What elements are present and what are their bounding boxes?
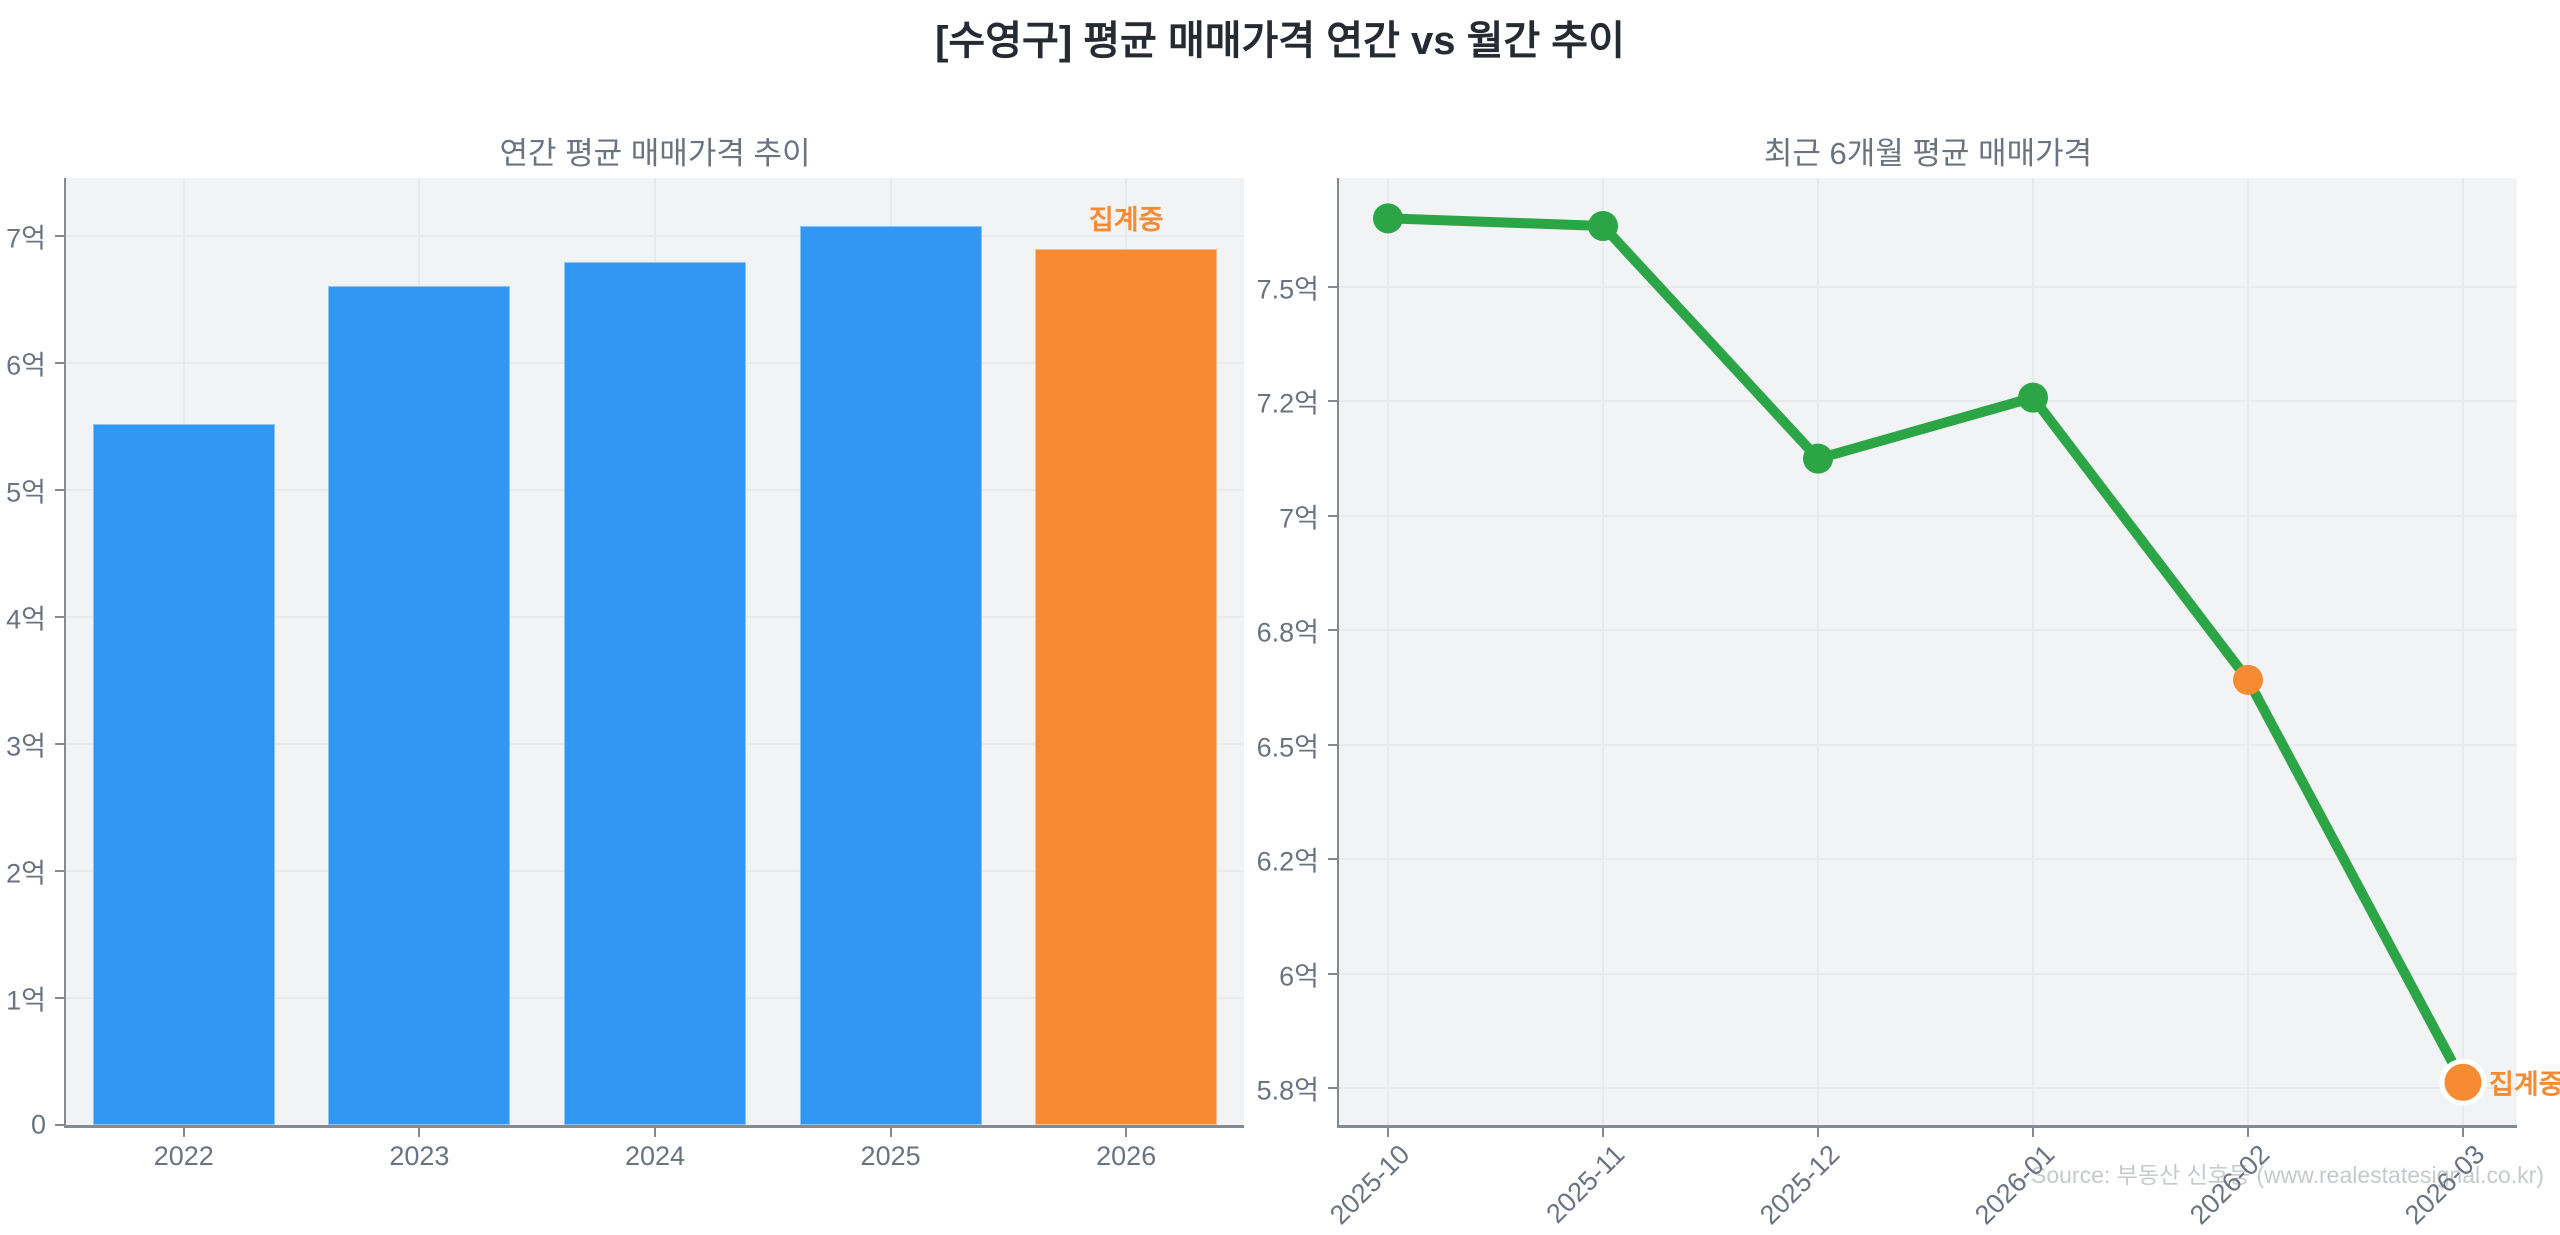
x-axis-tick: [418, 1128, 421, 1137]
y-axis-tick: [55, 362, 64, 365]
y-axis-tick: [1328, 858, 1337, 861]
aggregating-label-line: 집계중: [2489, 1069, 2560, 1100]
y-axis-tick: [55, 1124, 64, 1126]
x-axis-tick-label: 2025-11: [1540, 1139, 1631, 1229]
gridline-h: [1339, 400, 2517, 403]
y-axis-tick: [55, 743, 64, 746]
y-axis-tick-label: 3억: [6, 731, 46, 762]
x-axis-tick: [1602, 1128, 1604, 1137]
bar-chart-plot-area: 0 1억 2억 3억 4억 5억 6억 7억 2022 2023 2024 2025 2026 집계중: [6, 178, 1244, 1171]
price-trend-line: [1373, 203, 2487, 1106]
y-axis-tick: [55, 235, 64, 238]
y-axis-tick-label: 6억: [1279, 961, 1319, 992]
data-point-2026-01: [2018, 382, 2048, 413]
x-axis-tick: [1817, 1128, 1819, 1137]
source-watermark: Source: 부동산 신호등 (www.realestatesignal.co…: [2031, 1162, 2544, 1188]
gridline-v: [2032, 178, 2034, 1125]
bar-2022: [92, 424, 275, 1125]
y-axis-tick-label: 5.8억: [1256, 1075, 1319, 1106]
gridline-h: [1339, 629, 2517, 632]
gridline-v: [1387, 178, 1389, 1125]
x-axis-tick: [1387, 1128, 1389, 1137]
gridline-h: [1339, 514, 2517, 517]
x-axis-tick: [889, 1128, 892, 1137]
x-axis-tick: [2462, 1128, 2464, 1137]
x-axis-tick-label: 2026: [1096, 1141, 1157, 1171]
gridline-h: [1339, 858, 2517, 861]
gridline-h: [1339, 286, 2517, 288]
y-axis-tick: [1328, 400, 1337, 403]
x-axis-tick-label: 2025-12: [1753, 1139, 1846, 1231]
gridline-h: [1339, 1087, 2517, 1089]
bar-2026: [1035, 249, 1218, 1125]
y-axis-tick-label: 6.8억: [1256, 617, 1319, 648]
gridline-v: [2462, 178, 2464, 1125]
y-axis-tick: [1328, 286, 1337, 288]
line-chart-plot-area: 7.5억 7.2억 7억 6.8억 6.5억 6.2억 6억 5.8억 2025-10 2025-…: [1257, 178, 2560, 1230]
y-axis-tick-label: 6.2억: [1256, 846, 1319, 877]
y-axis-tick: [1328, 743, 1337, 746]
gridline-v: [1602, 178, 1604, 1125]
gridline-v: [1817, 178, 1819, 1125]
line-chart-title: 최근 6개월 평균 매매가격: [1763, 136, 2093, 171]
gridline-h: [1339, 972, 2517, 975]
page-title: [수영구] 평균 매매가격 연간 vs 월간 추이: [935, 19, 1625, 63]
y-axis-tick-label: 1억: [6, 985, 46, 1016]
data-point-2026-03: [2439, 1058, 2487, 1106]
y-axis-tick: [1328, 972, 1337, 975]
y-axis-tick-label: 7.2억: [1256, 388, 1319, 419]
y-axis-tick-label: 7.5억: [1256, 274, 1319, 305]
y-axis-tick-label: 5억: [6, 477, 46, 508]
x-axis-tick: [2032, 1128, 2034, 1137]
data-point-2025-10: [1373, 203, 1403, 234]
y-axis-tick-label: 7억: [1279, 503, 1319, 534]
bar-2024: [564, 261, 746, 1125]
y-axis-tick-label: 2억: [6, 858, 46, 889]
y-axis-tick: [55, 489, 64, 492]
x-axis-tick: [1125, 1128, 1128, 1137]
data-point-2026-02: [2233, 664, 2263, 695]
y-axis-tick-label: 6억: [6, 350, 46, 381]
y-axis-tick-label: 0: [30, 1109, 46, 1140]
y-axis-tick-label: 4억: [6, 604, 46, 635]
y-axis-tick: [55, 870, 64, 873]
gridline-h: [1339, 743, 2517, 746]
x-axis-tick: [2247, 1128, 2249, 1137]
aggregating-label-bar: 집계중: [1088, 205, 1164, 236]
x-axis-tick-label: 2024: [624, 1141, 686, 1171]
gridline-v: [2247, 178, 2249, 1125]
x-axis-tick: [654, 1128, 656, 1137]
x-axis-tick-label: 2023: [389, 1141, 450, 1171]
x-axis-tick: [182, 1128, 185, 1137]
line-series: [1383, 213, 2468, 1088]
bar-2023: [328, 285, 511, 1125]
bar-chart-title: 연간 평균 매매가격 추이: [499, 136, 811, 171]
data-point-2025-11: [1588, 210, 1618, 241]
x-axis-tick-label: 2025: [860, 1141, 921, 1171]
data-point-2025-12: [1803, 443, 1833, 474]
y-axis-tick: [1328, 514, 1337, 517]
x-axis-tick-label: 2025-10: [1323, 1139, 1416, 1231]
y-axis-tick: [1328, 629, 1337, 632]
y-axis-tick: [55, 616, 64, 619]
y-axis-tick: [55, 997, 64, 1000]
y-axis-tick: [1328, 1087, 1337, 1089]
y-axis-tick-label: 7억: [6, 223, 46, 254]
y-axis-tick-label: 6.5억: [1256, 732, 1319, 763]
x-axis-tick-label: 2022: [153, 1141, 214, 1171]
bar-2025: [799, 226, 982, 1125]
